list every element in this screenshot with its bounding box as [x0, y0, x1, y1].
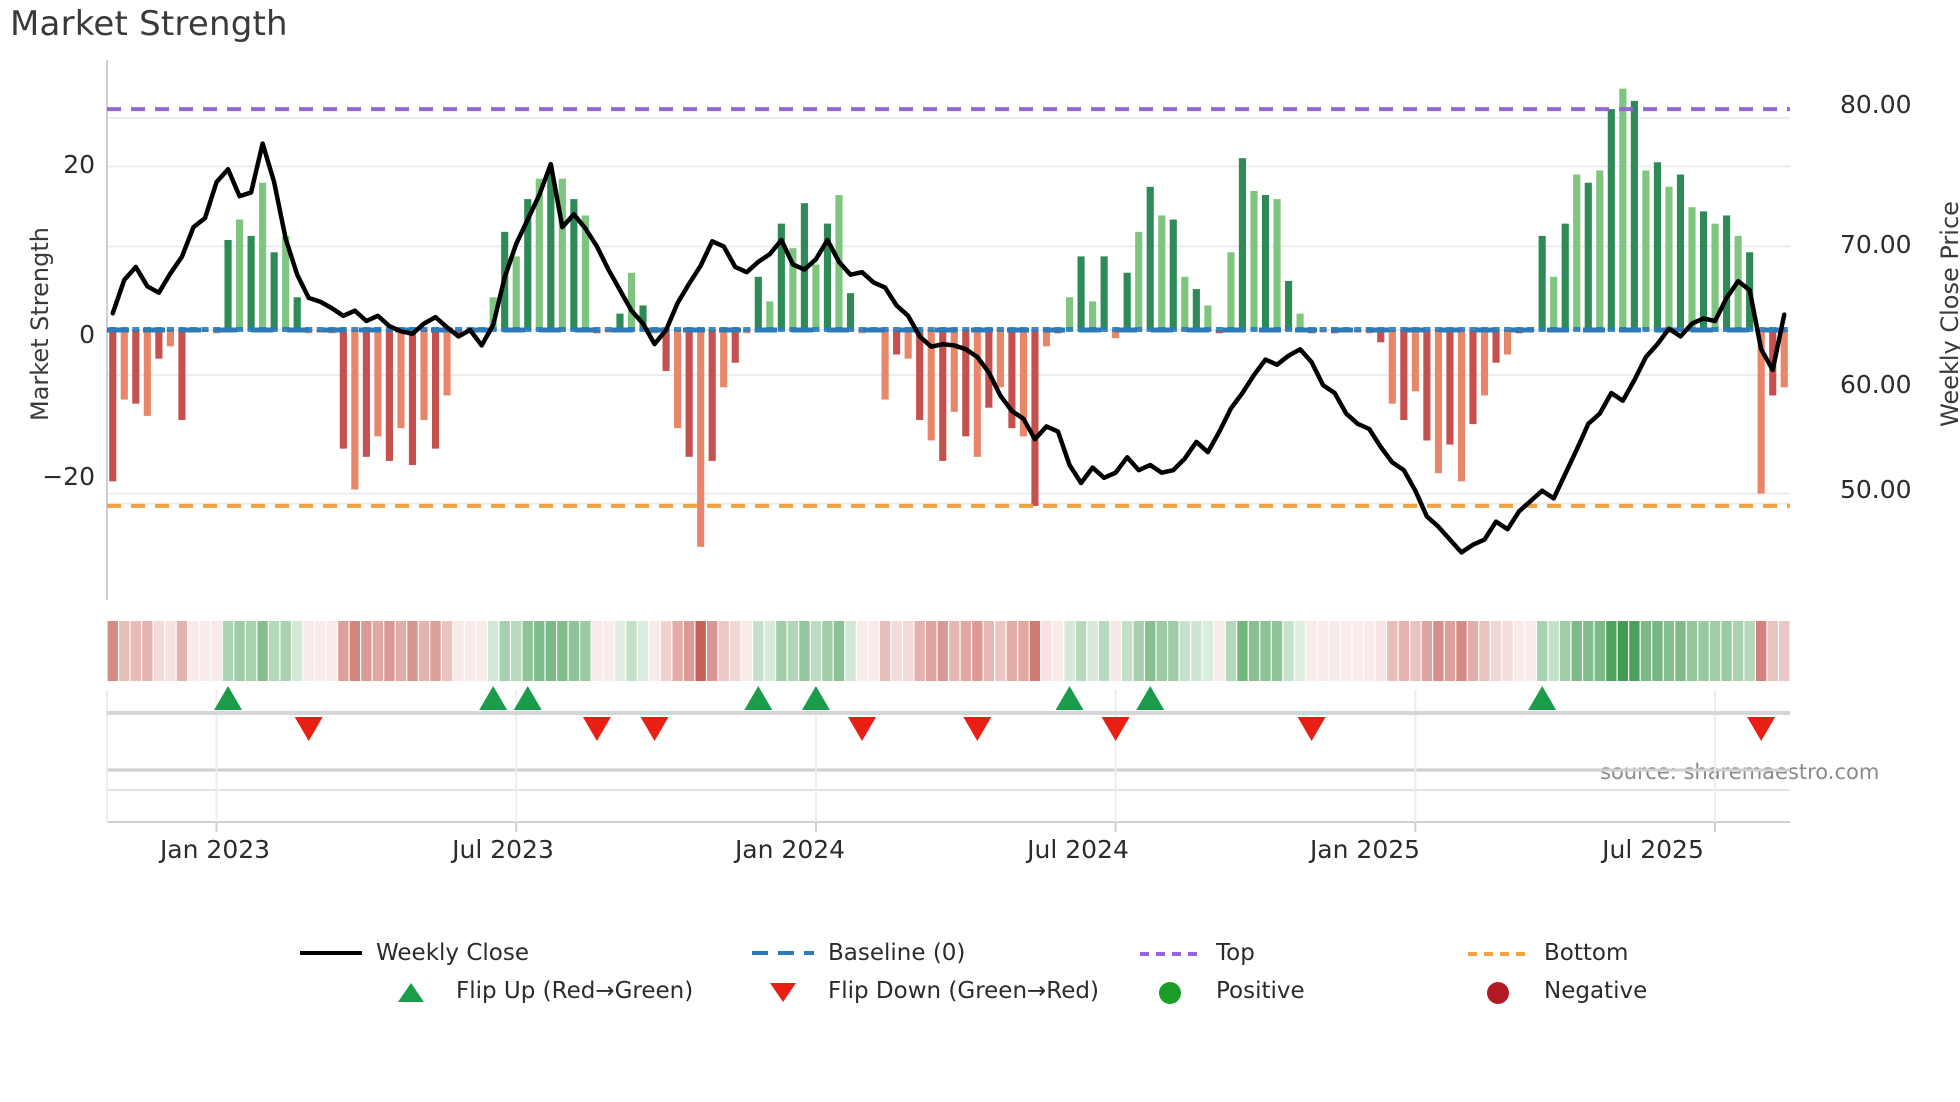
source-attribution: source: sharemaestro.com: [1600, 760, 1880, 784]
legend-item-flip-up[interactable]: Flip Up (Red→Green): [380, 978, 693, 1004]
y-axis-right-label: Weekly Close Price: [1936, 201, 1960, 427]
solid-line-black-icon: [300, 940, 362, 966]
y-tick-right-3: 50.00: [1840, 475, 1912, 504]
y-tick-right-0: 80.00: [1840, 90, 1912, 119]
legend-label: Baseline (0): [828, 940, 966, 966]
dotted-line-orange-icon: [1468, 940, 1530, 966]
gridlines: [107, 116, 1790, 505]
x-tick-4: Jan 2025: [1309, 835, 1421, 864]
legend-item-negative[interactable]: Negative: [1468, 978, 1647, 1004]
legend-item-bottom[interactable]: Bottom: [1468, 940, 1628, 966]
legend-label: Bottom: [1544, 940, 1629, 966]
page-title: Market Strength: [10, 4, 288, 44]
dotted-line-purple-icon: [1140, 940, 1202, 966]
y-tick-left-2: −20: [42, 462, 95, 491]
legend-label: Top: [1216, 940, 1255, 966]
axis-spines: [106, 60, 1790, 832]
circle-green-icon: [1140, 978, 1202, 1004]
strength-bars: [109, 88, 1788, 547]
triangle-up-green-icon: [380, 978, 442, 1004]
legend-item-positive[interactable]: Positive: [1140, 978, 1305, 1004]
x-tick-3: Jul 2024: [1027, 835, 1129, 864]
dashed-line-blue-icon: [752, 940, 814, 966]
y-tick-left-0: 20: [63, 150, 95, 179]
legend-item-flip-down[interactable]: Flip Down (Green→Red): [752, 978, 1099, 1004]
flip-marker-row: [107, 686, 1790, 741]
y-tick-left-1: 0: [79, 320, 95, 349]
reference-lines: [107, 107, 1790, 508]
x-tick-5: Jul 2025: [1602, 835, 1704, 864]
legend-label: Flip Up (Red→Green): [456, 978, 694, 1004]
legend-item-weekly-close[interactable]: Weekly Close: [300, 940, 529, 966]
legend-label: Positive: [1216, 978, 1305, 1004]
legend-item-top[interactable]: Top: [1140, 940, 1255, 966]
circle-darkred-icon: [1468, 978, 1530, 1004]
legend-label: Flip Down (Green→Red): [828, 978, 1099, 1004]
x-tick-0: Jan 2023: [159, 835, 271, 864]
y-tick-right-2: 60.00: [1840, 370, 1912, 399]
x-tick-1: Jul 2023: [452, 835, 554, 864]
legend-label: Negative: [1544, 978, 1648, 1004]
weekly-close-line: [110, 141, 1787, 555]
triangle-down-red-icon: [752, 978, 814, 1004]
legend-label: Weekly Close: [376, 940, 529, 966]
legend-item-baseline[interactable]: Baseline (0): [752, 940, 965, 966]
y-tick-right-1: 70.00: [1840, 230, 1912, 259]
strength-heat-strip: [107, 621, 1790, 681]
x-tick-2: Jan 2024: [734, 835, 846, 864]
